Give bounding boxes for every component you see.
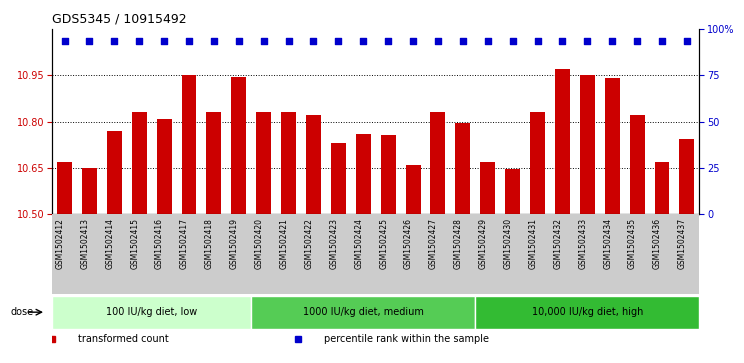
Text: GSM1502431: GSM1502431 bbox=[528, 218, 537, 269]
Point bbox=[581, 38, 593, 44]
Bar bbox=[107, 131, 122, 214]
Point bbox=[631, 38, 643, 44]
Text: 100 IU/kg diet, low: 100 IU/kg diet, low bbox=[106, 307, 197, 317]
Bar bbox=[555, 69, 570, 214]
Point bbox=[531, 38, 543, 44]
Bar bbox=[306, 115, 321, 214]
Point bbox=[158, 38, 170, 44]
Text: GSM1502436: GSM1502436 bbox=[653, 218, 662, 269]
Point bbox=[606, 38, 618, 44]
Bar bbox=[231, 77, 246, 214]
Bar bbox=[530, 112, 545, 214]
Bar bbox=[206, 112, 222, 214]
Text: GSM1502428: GSM1502428 bbox=[454, 218, 463, 269]
Bar bbox=[481, 162, 496, 214]
Point bbox=[507, 38, 519, 44]
Bar bbox=[475, 296, 699, 329]
Bar bbox=[57, 162, 72, 214]
Point bbox=[457, 38, 469, 44]
Point bbox=[183, 38, 195, 44]
Point bbox=[407, 38, 419, 44]
Bar bbox=[251, 296, 475, 329]
Bar bbox=[256, 112, 271, 214]
Point bbox=[109, 38, 121, 44]
Point bbox=[83, 38, 95, 44]
Text: dose: dose bbox=[10, 307, 33, 317]
Text: GSM1502437: GSM1502437 bbox=[678, 218, 687, 269]
Bar bbox=[381, 135, 396, 214]
Bar bbox=[157, 118, 172, 214]
Text: GSM1502416: GSM1502416 bbox=[155, 218, 164, 269]
Point bbox=[307, 38, 319, 44]
Text: GSM1502415: GSM1502415 bbox=[130, 218, 139, 269]
Text: GSM1502435: GSM1502435 bbox=[628, 218, 637, 269]
Text: GSM1502413: GSM1502413 bbox=[80, 218, 89, 269]
Bar bbox=[455, 123, 470, 214]
Point bbox=[382, 38, 394, 44]
Bar bbox=[605, 78, 620, 214]
Text: GSM1502421: GSM1502421 bbox=[280, 218, 289, 269]
Bar bbox=[182, 76, 196, 214]
Text: GSM1502412: GSM1502412 bbox=[56, 218, 65, 269]
Text: 1000 IU/kg diet, medium: 1000 IU/kg diet, medium bbox=[303, 307, 424, 317]
Text: GSM1502419: GSM1502419 bbox=[230, 218, 239, 269]
Text: GDS5345 / 10915492: GDS5345 / 10915492 bbox=[52, 12, 187, 25]
Point bbox=[557, 38, 568, 44]
Bar bbox=[679, 139, 694, 214]
Text: GSM1502432: GSM1502432 bbox=[554, 218, 562, 269]
Point bbox=[656, 38, 668, 44]
Bar bbox=[132, 112, 147, 214]
Bar bbox=[629, 115, 644, 214]
Text: 10,000 IU/kg diet, high: 10,000 IU/kg diet, high bbox=[532, 307, 643, 317]
Bar bbox=[82, 168, 97, 214]
Text: GSM1502422: GSM1502422 bbox=[304, 218, 313, 269]
Text: percentile rank within the sample: percentile rank within the sample bbox=[324, 334, 489, 344]
Point bbox=[432, 38, 444, 44]
Text: GSM1502434: GSM1502434 bbox=[603, 218, 612, 269]
Bar bbox=[580, 76, 594, 214]
Text: GSM1502429: GSM1502429 bbox=[478, 218, 488, 269]
Bar bbox=[505, 170, 520, 214]
Bar bbox=[431, 112, 446, 214]
Text: GSM1502424: GSM1502424 bbox=[354, 218, 363, 269]
Text: GSM1502417: GSM1502417 bbox=[180, 218, 189, 269]
Bar bbox=[405, 165, 420, 214]
Point bbox=[482, 38, 494, 44]
Bar bbox=[331, 143, 346, 214]
Text: GSM1502433: GSM1502433 bbox=[578, 218, 587, 269]
Bar bbox=[655, 162, 670, 214]
Point bbox=[133, 38, 145, 44]
Text: GSM1502430: GSM1502430 bbox=[504, 218, 513, 269]
Bar bbox=[52, 214, 699, 294]
Point bbox=[257, 38, 269, 44]
Bar bbox=[356, 134, 371, 214]
Text: GSM1502420: GSM1502420 bbox=[254, 218, 263, 269]
Point bbox=[59, 38, 71, 44]
Text: GSM1502425: GSM1502425 bbox=[379, 218, 388, 269]
Text: GSM1502418: GSM1502418 bbox=[205, 218, 214, 269]
Point bbox=[681, 38, 693, 44]
Text: GSM1502427: GSM1502427 bbox=[429, 218, 438, 269]
Point bbox=[208, 38, 220, 44]
Text: GSM1502426: GSM1502426 bbox=[404, 218, 413, 269]
Bar bbox=[52, 296, 251, 329]
Point bbox=[333, 38, 344, 44]
Bar bbox=[281, 112, 296, 214]
Text: transformed count: transformed count bbox=[78, 334, 169, 344]
Point bbox=[283, 38, 295, 44]
Text: GSM1502414: GSM1502414 bbox=[106, 218, 115, 269]
Point bbox=[233, 38, 245, 44]
Point bbox=[357, 38, 369, 44]
Text: GSM1502423: GSM1502423 bbox=[330, 218, 339, 269]
